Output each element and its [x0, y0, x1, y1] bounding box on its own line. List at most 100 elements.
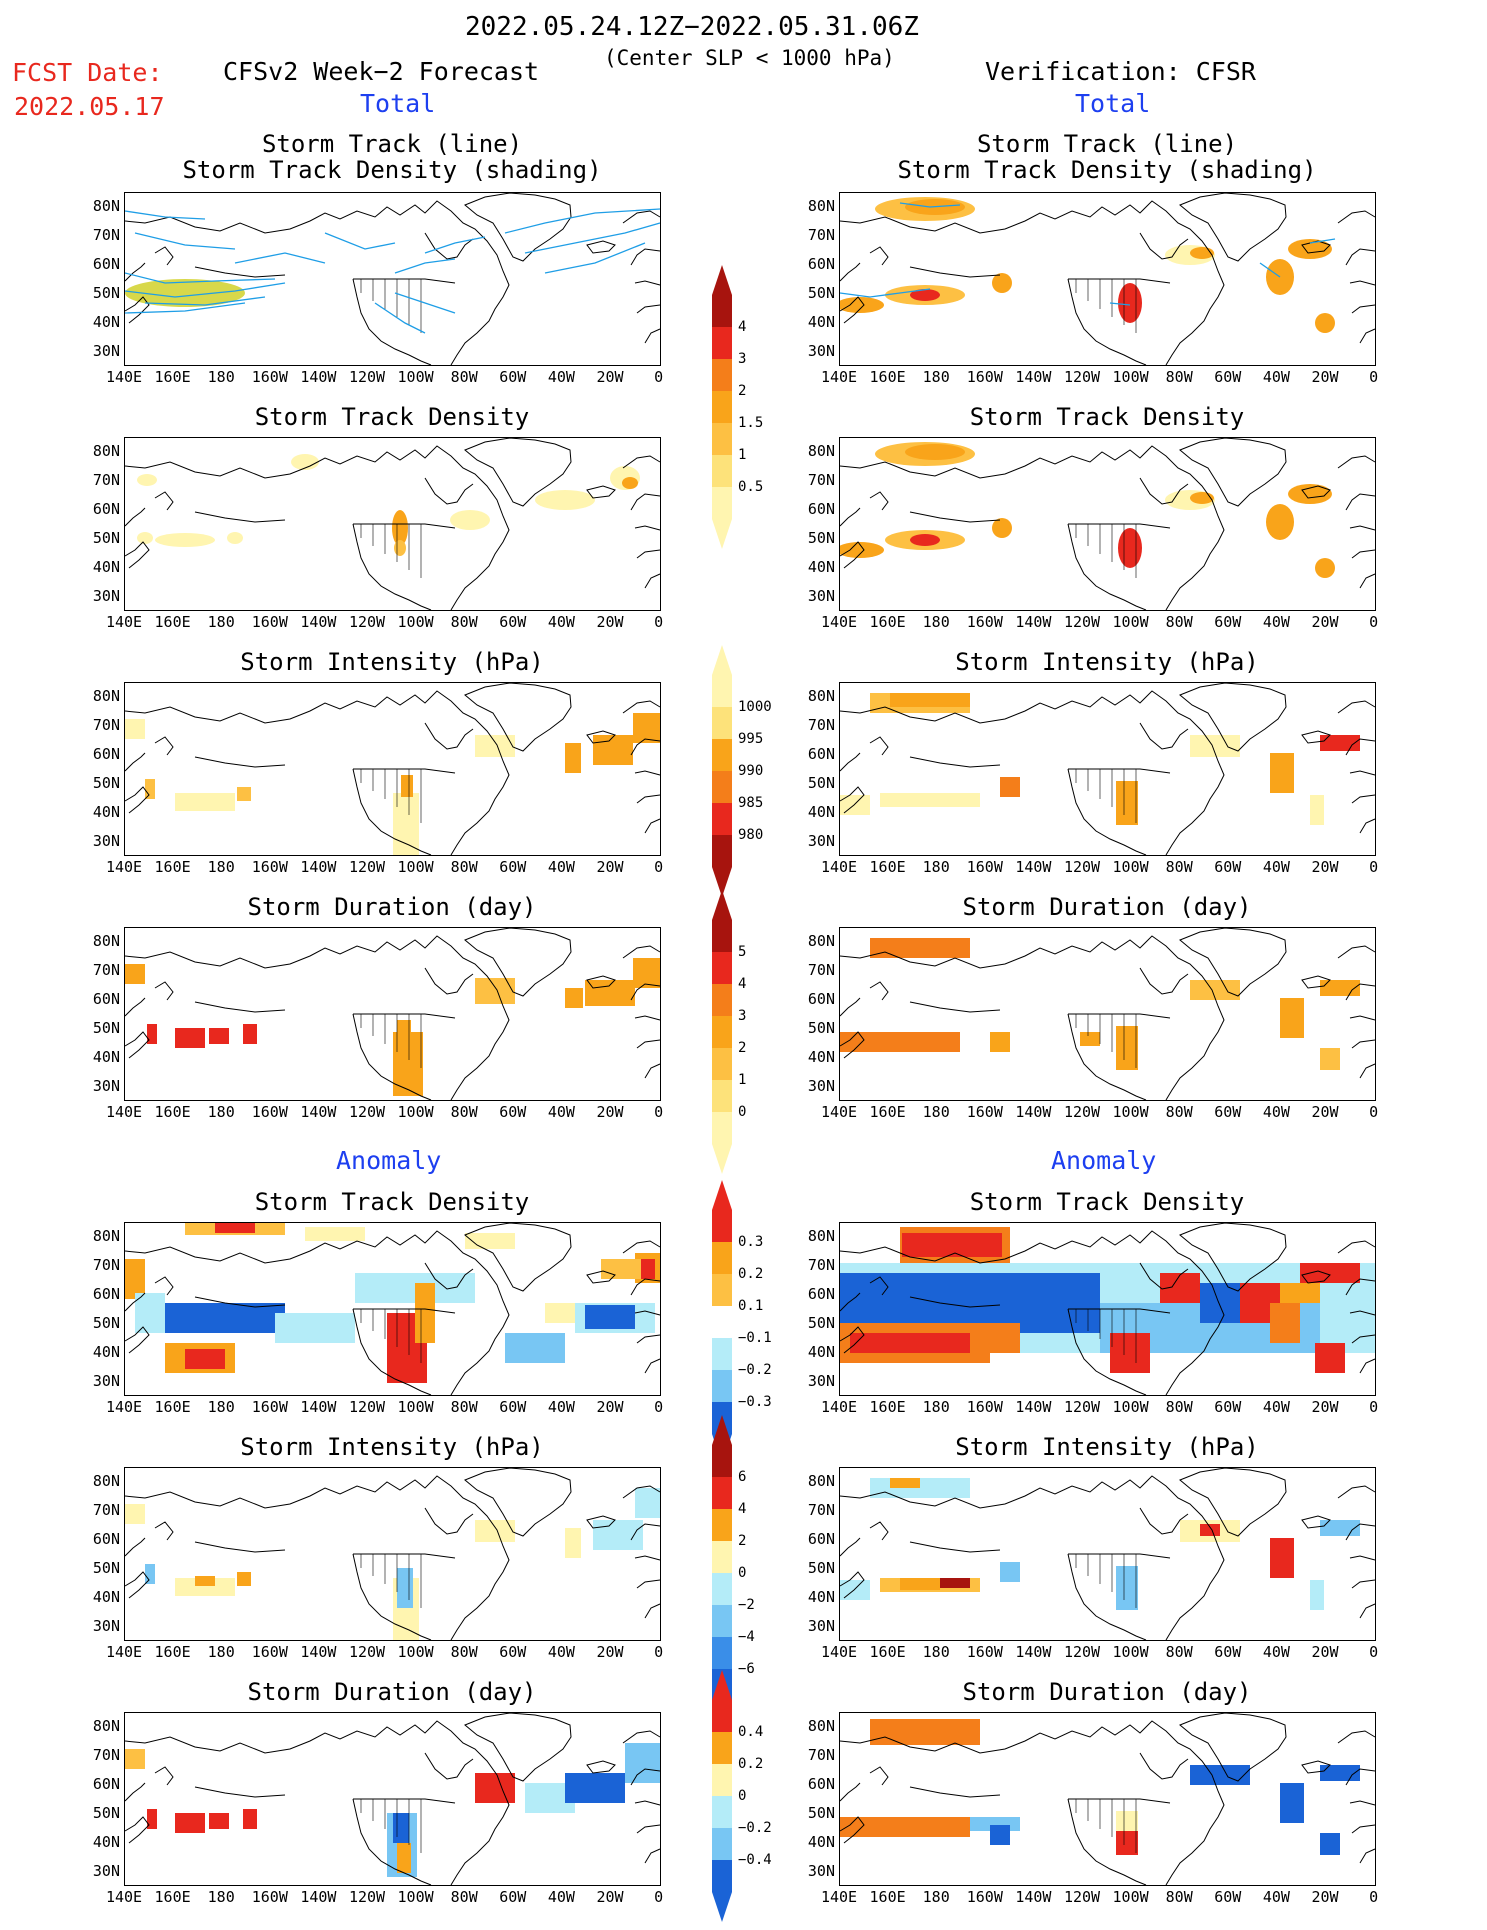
- lon-label: 20W: [1311, 858, 1339, 876]
- coastline: [464, 1467, 572, 1537]
- lon-label: 180: [922, 858, 950, 876]
- lon-label: 140E: [105, 1398, 143, 1416]
- coastline: [586, 485, 616, 499]
- lat-label: 30N: [807, 1862, 835, 1880]
- shade-cell: [1116, 1811, 1138, 1831]
- lat-label: 60N: [92, 745, 120, 763]
- coastline: [636, 304, 661, 344]
- lon-label: 40W: [1262, 368, 1290, 386]
- lat-label: 40N: [807, 313, 835, 331]
- colorbar-label: 4: [738, 319, 746, 335]
- shade-cell: [125, 964, 145, 984]
- shade-cell: [585, 1305, 635, 1329]
- colorbar-label: 0.2: [738, 1266, 763, 1282]
- coastline: [622, 945, 661, 1021]
- coastline: [154, 1766, 286, 1798]
- coastline: [154, 246, 286, 278]
- lat-label: 60N: [807, 1285, 835, 1303]
- colorbar-swatch: [712, 1541, 732, 1573]
- coastline: [1301, 485, 1331, 499]
- coastline: [424, 967, 474, 995]
- storm-track-line: [899, 202, 961, 208]
- lat-label: 30N: [92, 1372, 120, 1390]
- coastline: [424, 232, 474, 260]
- lon-label: 0: [654, 613, 664, 631]
- coastline: [636, 1579, 661, 1619]
- lat-label: 50N: [807, 284, 835, 302]
- lat-label: 40N: [807, 803, 835, 821]
- shade-cell: [209, 1813, 229, 1829]
- coastline: [124, 1720, 510, 1886]
- coastline: [464, 682, 572, 752]
- lat-label: 30N: [807, 1372, 835, 1390]
- lon-label: 160E: [154, 1103, 191, 1121]
- lon-label: 20W: [596, 858, 624, 876]
- shade-cell: [880, 793, 980, 807]
- colorbar-label: 0: [738, 1788, 746, 1804]
- shade-cell: [185, 1349, 225, 1369]
- coastline: [1301, 1760, 1331, 1774]
- shade-cell: [1320, 735, 1360, 751]
- lat-label: 30N: [92, 587, 120, 605]
- map-frame: [124, 927, 661, 1101]
- lon-label: 100W: [1112, 1643, 1149, 1661]
- shade-cell: [1000, 777, 1020, 797]
- lon-label: 0: [1369, 1888, 1379, 1906]
- lon-label: 100W: [397, 1398, 434, 1416]
- colorbar-label: 1.5: [738, 415, 763, 431]
- lat-label: 70N: [807, 961, 835, 979]
- shade-cell: [1320, 1765, 1360, 1781]
- shade-cell: [840, 1817, 970, 1837]
- lat-label: 40N: [92, 1588, 120, 1606]
- coastline: [839, 1475, 1225, 1641]
- lon-label: 160W: [251, 1398, 288, 1416]
- lat-label: 70N: [92, 1746, 120, 1764]
- coastline: [464, 1222, 572, 1292]
- colorbar-swatch: [712, 1605, 732, 1637]
- colorbars: 4321.510.510009959909859805432100.30.20.…: [712, 265, 772, 1922]
- density-colorbar: 4 3 2 1.5 1 0.5: [712, 265, 763, 549]
- shade-cell: [1300, 1263, 1360, 1283]
- lon-label: 160W: [966, 613, 1003, 631]
- coastline: [353, 1308, 456, 1314]
- lon-label: 60W: [499, 368, 527, 386]
- shade-cell: [175, 1578, 235, 1596]
- lat-label: 30N: [92, 1617, 120, 1635]
- lon-label: 140W: [300, 1398, 337, 1416]
- coastline: [869, 491, 1001, 523]
- colorbar-swatch: [712, 1700, 732, 1732]
- map-frame: [839, 1222, 1376, 1396]
- lon-label: 20W: [596, 1643, 624, 1661]
- coastline: [839, 262, 865, 324]
- storm-track-line: [324, 232, 396, 250]
- lon-label: 60W: [1214, 368, 1242, 386]
- coastline: [154, 1276, 286, 1308]
- panel-title: Storm Intensity (hPa): [240, 1433, 544, 1461]
- lon-label: 180: [207, 1888, 235, 1906]
- lat-label: 60N: [92, 1530, 120, 1548]
- storm-track-line: [124, 272, 276, 284]
- colorbar-swatch: [712, 952, 732, 984]
- lat-label: 50N: [807, 1559, 835, 1577]
- coastline: [1068, 278, 1171, 284]
- map-frame: [124, 682, 661, 856]
- coastline: [839, 1537, 865, 1599]
- map-panel-track-L: [124, 192, 661, 366]
- lon-label: 20W: [1311, 1398, 1339, 1416]
- lon-label: 80W: [1165, 1398, 1193, 1416]
- panel-title: Storm Intensity (hPa): [955, 1433, 1259, 1461]
- map-panel-adur-L: [124, 1712, 661, 1886]
- storm-track-line: [1259, 262, 1281, 278]
- lon-label: 140E: [105, 1643, 143, 1661]
- coastline: [1351, 1334, 1376, 1374]
- coastline: [1351, 1039, 1376, 1079]
- lon-label: 180: [922, 613, 950, 631]
- colorbar-swatch: [712, 1637, 732, 1669]
- shade-cell: [990, 1032, 1010, 1052]
- coastline: [1067, 1798, 1147, 1886]
- lon-label: 140E: [820, 368, 858, 386]
- lon-label: 180: [922, 1643, 950, 1661]
- storm-track-line: [124, 210, 206, 220]
- lat-label: 50N: [92, 774, 120, 792]
- shade-cell: [910, 289, 940, 301]
